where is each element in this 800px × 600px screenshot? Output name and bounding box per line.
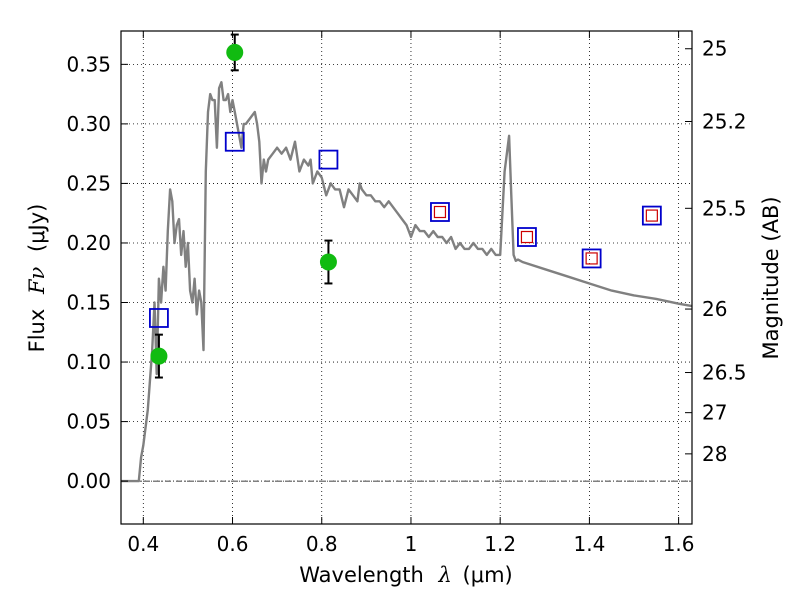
x-tick-label: 1.4 — [573, 532, 605, 556]
model-photometry-square — [318, 149, 339, 170]
plot-area — [121, 33, 693, 483]
mag-tick-label: 26 — [702, 297, 727, 321]
observed-flux-point — [150, 347, 168, 365]
model-photometry-square — [430, 202, 450, 222]
x-tick-label: 0.8 — [306, 532, 338, 556]
model-photometry-inner-square — [645, 209, 658, 222]
y-axis-right: 25 25.2 25.5 26 26.5 27 28 — [685, 37, 747, 466]
model-photometry-square — [149, 308, 169, 328]
mag-tick-label: 25.5 — [702, 196, 747, 220]
y-axis-title: Flux Fν (μJy) — [25, 204, 49, 353]
x-tick-label: 1 — [405, 532, 418, 556]
mag-tick-label: 25.2 — [702, 110, 747, 134]
y-tick-label: 0.10 — [66, 350, 111, 374]
x-tick-label: 1.6 — [663, 532, 695, 556]
model-photometry-inner-square — [585, 252, 598, 265]
y-tick-label: 0.20 — [66, 231, 111, 255]
mag-tick-label: 25 — [702, 37, 727, 61]
x-tick-label: 1.2 — [484, 532, 516, 556]
mag-tick-label: 27 — [702, 401, 727, 425]
mag-tick-label: 26.5 — [702, 361, 747, 385]
y-tick-label: 0.05 — [66, 410, 111, 434]
model-photometry-square — [517, 227, 537, 247]
mag-tick-label: 28 — [702, 442, 727, 466]
model-photometry-inner-square — [520, 230, 534, 244]
model-photometry-square — [641, 205, 662, 226]
y-axis-left: 0.00 0.05 0.10 0.15 0.20 0.25 0.30 0.35 — [66, 52, 128, 493]
y-tick-label: 0.30 — [66, 112, 111, 136]
y-tick-label: 0.35 — [66, 52, 111, 76]
observed-flux-point — [226, 43, 244, 61]
plot-frame — [120, 30, 693, 525]
model-sed-line — [121, 81, 693, 483]
y-tick-label: 0.00 — [66, 469, 111, 493]
y-tick-label: 0.15 — [66, 291, 111, 315]
model-photometry-inner-square — [433, 205, 447, 219]
y-tick-label: 0.25 — [66, 171, 111, 195]
model-photometry-square — [581, 248, 602, 269]
markers — [149, 33, 662, 379]
x-axis-title: Wavelength λ (μm) — [299, 563, 512, 587]
model-photometry-square — [224, 131, 245, 152]
y2-axis-title: Magnitude (AB) — [759, 196, 783, 359]
x-axis: 0.4 0.6 0.8 1 1.2 1.4 1.6 — [127, 31, 695, 556]
x-tick-label: 0.6 — [217, 532, 249, 556]
x-tick-label: 0.4 — [127, 532, 159, 556]
observed-flux-point — [319, 253, 337, 271]
